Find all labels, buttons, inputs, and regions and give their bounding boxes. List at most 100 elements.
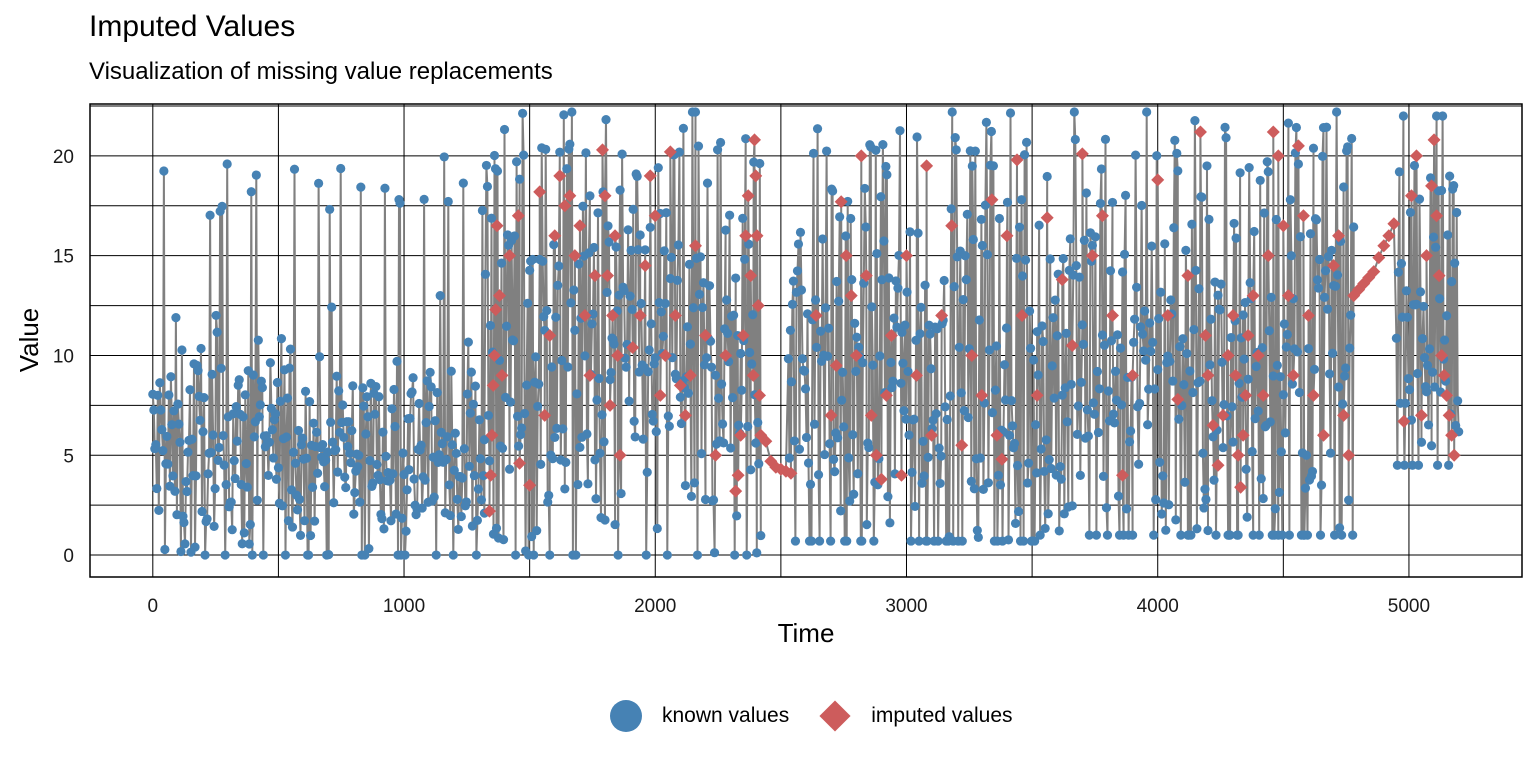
known-value-point — [1131, 150, 1141, 160]
known-value-point — [465, 408, 475, 418]
known-value-point — [993, 470, 1004, 480]
known-value-point — [284, 363, 295, 373]
known-value-point — [1092, 366, 1103, 377]
known-value-point — [1391, 333, 1401, 343]
imputed-value-point — [1382, 229, 1396, 243]
known-value-point — [785, 325, 796, 335]
known-value-point — [1173, 166, 1183, 176]
known-value-point — [857, 536, 867, 546]
known-value-point — [1098, 471, 1109, 481]
known-value-point — [1266, 292, 1276, 302]
imputed-value-point — [673, 378, 687, 392]
known-value-point — [1074, 272, 1084, 282]
known-value-point — [255, 400, 265, 410]
known-value-point — [1340, 371, 1350, 381]
known-value-point — [1409, 160, 1420, 171]
known-value-point — [694, 289, 705, 299]
known-value-point — [313, 468, 323, 478]
known-value-point — [398, 448, 408, 458]
imputed-value-point — [864, 408, 878, 422]
known-value-point — [754, 459, 764, 469]
known-value-point — [1429, 382, 1440, 392]
known-value-point — [1419, 352, 1430, 363]
imputed-value-point — [611, 348, 625, 362]
known-value-point — [533, 401, 543, 412]
known-value-point — [1225, 530, 1235, 540]
known-value-point — [697, 302, 708, 313]
imputed-value-point — [558, 199, 572, 213]
known-value-point — [392, 356, 402, 366]
known-value-point — [648, 416, 658, 426]
known-value-point — [277, 501, 288, 511]
imputed-value-point — [955, 438, 969, 452]
imputed-value-point — [1306, 388, 1320, 402]
known-value-point — [315, 352, 325, 362]
known-value-point — [254, 412, 264, 422]
known-value-point — [424, 401, 434, 412]
known-value-point — [680, 480, 691, 491]
known-value-point — [1453, 396, 1463, 406]
known-value-point — [823, 351, 833, 361]
imputed-value-point — [513, 456, 527, 470]
known-value-point — [1005, 108, 1016, 118]
known-value-point — [853, 469, 863, 479]
known-value-point — [1137, 200, 1147, 211]
known-value-point — [640, 245, 650, 255]
known-value-point — [185, 385, 195, 395]
known-value-point — [893, 283, 903, 293]
known-value-point — [294, 494, 305, 504]
known-value-point — [884, 273, 894, 283]
imputed-value-point — [1327, 259, 1341, 273]
known-value-point — [690, 107, 701, 117]
known-value-point — [497, 443, 508, 453]
imputed-value-point — [849, 348, 863, 362]
imputed-value-point — [874, 472, 888, 486]
known-value-point — [1283, 118, 1293, 128]
imputed-value-point — [1181, 269, 1195, 283]
known-value-point — [1452, 207, 1462, 218]
known-value-point — [1205, 360, 1215, 370]
imputed-value-point — [1105, 309, 1119, 323]
known-value-point — [1038, 336, 1048, 347]
y-tick-label: 20 — [53, 147, 74, 168]
known-value-point — [457, 473, 467, 483]
known-value-point — [926, 364, 936, 374]
known-value-point — [839, 422, 849, 432]
known-value-point — [1170, 135, 1180, 145]
known-value-point — [862, 520, 872, 530]
known-value-point — [923, 452, 933, 462]
known-value-point — [344, 417, 354, 427]
known-value-point — [325, 204, 335, 215]
known-value-point — [536, 459, 546, 469]
known-value-point — [558, 424, 568, 434]
y-axis-ticks: 0 5 10 15 20 — [53, 147, 74, 567]
known-value-point — [1106, 336, 1117, 346]
known-value-point — [1145, 318, 1155, 328]
imputed-value-point — [1229, 368, 1243, 382]
x-tick-label: 5000 — [1388, 596, 1430, 617]
known-value-point — [1113, 491, 1124, 501]
known-value-point — [281, 432, 292, 442]
known-value-point — [492, 166, 503, 176]
known-value-point — [658, 331, 668, 341]
known-value-point — [849, 489, 859, 499]
known-value-point — [508, 336, 519, 346]
imputed-value-point — [1171, 392, 1185, 406]
known-value-point — [1096, 164, 1107, 174]
known-value-point — [1083, 431, 1093, 441]
known-value-point — [1253, 406, 1263, 416]
known-value-point — [994, 213, 1005, 224]
known-value-point — [1020, 255, 1031, 265]
known-value-point — [876, 192, 886, 202]
imputed-value-point — [1095, 209, 1109, 223]
known-value-point — [641, 550, 651, 560]
known-value-point — [368, 478, 378, 488]
imputed-value-point — [751, 299, 765, 313]
known-value-point — [1127, 530, 1138, 540]
known-value-point — [282, 393, 293, 403]
known-value-point — [1120, 190, 1131, 200]
known-value-point — [1013, 506, 1024, 517]
imputed-value-point — [1161, 309, 1175, 323]
known-value-point — [426, 382, 436, 392]
known-value-point — [1067, 501, 1077, 511]
